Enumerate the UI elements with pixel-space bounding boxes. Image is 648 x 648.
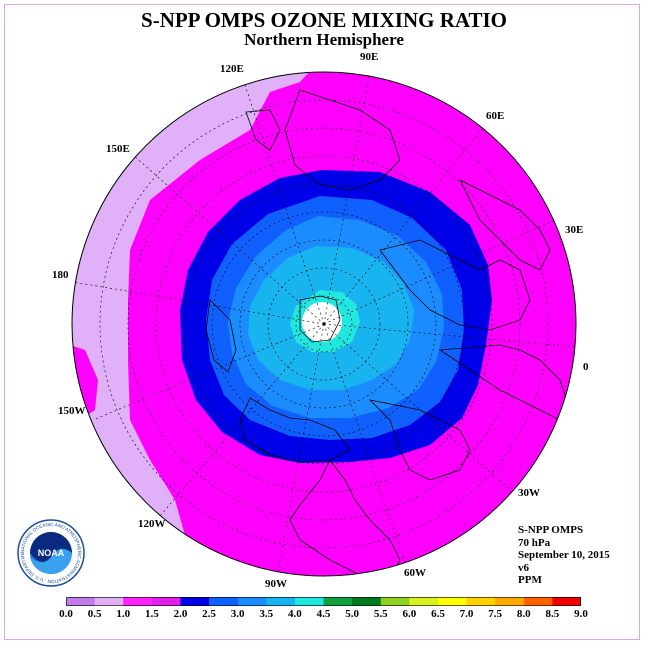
map-boundary [71,71,577,577]
colorbar [66,597,581,606]
map-title: S-NPP OMPS OZONE MIXING RATIO [141,8,507,32]
info-block: S-NPP OMPS 70 hPa September 10, 2015 v6 … [518,524,610,587]
lon-label-60w: 60W [404,567,426,579]
colorbar-swatch [237,597,267,606]
colorbar-swatch [352,597,382,606]
colorbar-tick-label: 0.0 [59,608,73,620]
colorbar-tick-label: 9.0 [574,608,588,620]
colorbar-ticks: 0.0 0.5 1.0 1.5 2.0 2.5 3.0 3.5 4.0 4.5 5.0 5.5 6.0 6… [0,608,648,622]
lon-label-90w: 90W [265,578,287,590]
info-instrument: S-NPP OMPS [518,524,584,536]
colorbar-swatch [66,597,96,606]
colorbar-tick-label: 8.5 [545,608,560,620]
colorbar-tick-label: 6.5 [431,608,445,620]
info-version: v6 [518,561,529,574]
meridians [72,72,576,573]
colorbar-swatch [552,597,581,606]
colorbar-tick-label: 1.5 [144,608,159,620]
colorbar-tick-label: 7.5 [488,608,503,620]
colorbar-tick-label: 8.0 [516,608,531,620]
colorbar-swatch [409,597,439,606]
info-units: PPM [518,574,542,586]
colorbar-swatch [94,597,124,606]
polar-no-data [302,302,342,342]
map-subtitle: Northern Hemisphere [244,30,404,49]
colorbar-tick-label: 2.5 [202,608,216,620]
colorbar-swatch [437,597,468,606]
colorbar-tick-label: 3.5 [259,608,274,620]
colorbar-swatch [323,597,353,606]
colorbar-tick-label: 7.0 [459,608,474,620]
longitude-labels: 120E 90E 60E 30E 0 30W 60W 90W 120W 150W… [52,51,589,590]
info-date: September 10, 2015 [518,549,610,561]
colorbar-tick-label: 5.0 [345,608,359,620]
colorbar-swatch [294,597,324,606]
colorbar-swatch [151,597,181,606]
colorbar-tick-label: 3.0 [230,608,245,620]
lon-label-0: 0 [583,361,589,373]
colorbar-tick-label: 0.5 [87,608,102,620]
colorbar-tick-label: 4.0 [288,608,302,620]
lon-label-60e: 60E [486,110,504,122]
colorbar-border [66,597,581,606]
colorbar-swatch [123,597,153,606]
colorbar-swatch [523,597,553,606]
colorbar-swatch [495,597,525,606]
ozone-field [72,72,576,576]
lon-label-90e: 90E [360,51,378,63]
colorbar-swatch [209,597,239,606]
colorbar-swatch [180,597,210,606]
info-level: 70 hPa [518,536,551,549]
band-0-5-1-0 [72,72,320,576]
figure-frame [4,4,640,640]
colorbar-swatch [380,597,410,606]
colorbar-tick-label: 6.0 [402,608,417,620]
lon-label-120w: 120W [138,518,166,530]
lon-label-30e: 30E [565,224,583,236]
noaa-logo-icon: NATIONAL OCEANIC AND ATMOSPHERIC ADMINIS… [17,519,85,587]
latitude-circles [99,99,549,549]
colorbar-swatch [266,597,296,606]
svg-text:NOAA: NOAA [38,548,65,558]
colorbar-tick-label: 2.0 [173,608,188,620]
lon-label-150w: 150W [58,405,86,417]
lon-label-180: 180 [52,269,69,281]
lon-label-30w: 30W [518,487,540,499]
colorbar-tick-label: 1.0 [116,608,131,620]
lon-label-150e: 150E [106,143,130,155]
lon-label-120e: 120E [220,63,244,75]
colorbar-tick-label: 4.5 [316,608,331,620]
colorbar-swatch [466,597,496,606]
colorbar-tick-label: 5.5 [373,608,388,620]
